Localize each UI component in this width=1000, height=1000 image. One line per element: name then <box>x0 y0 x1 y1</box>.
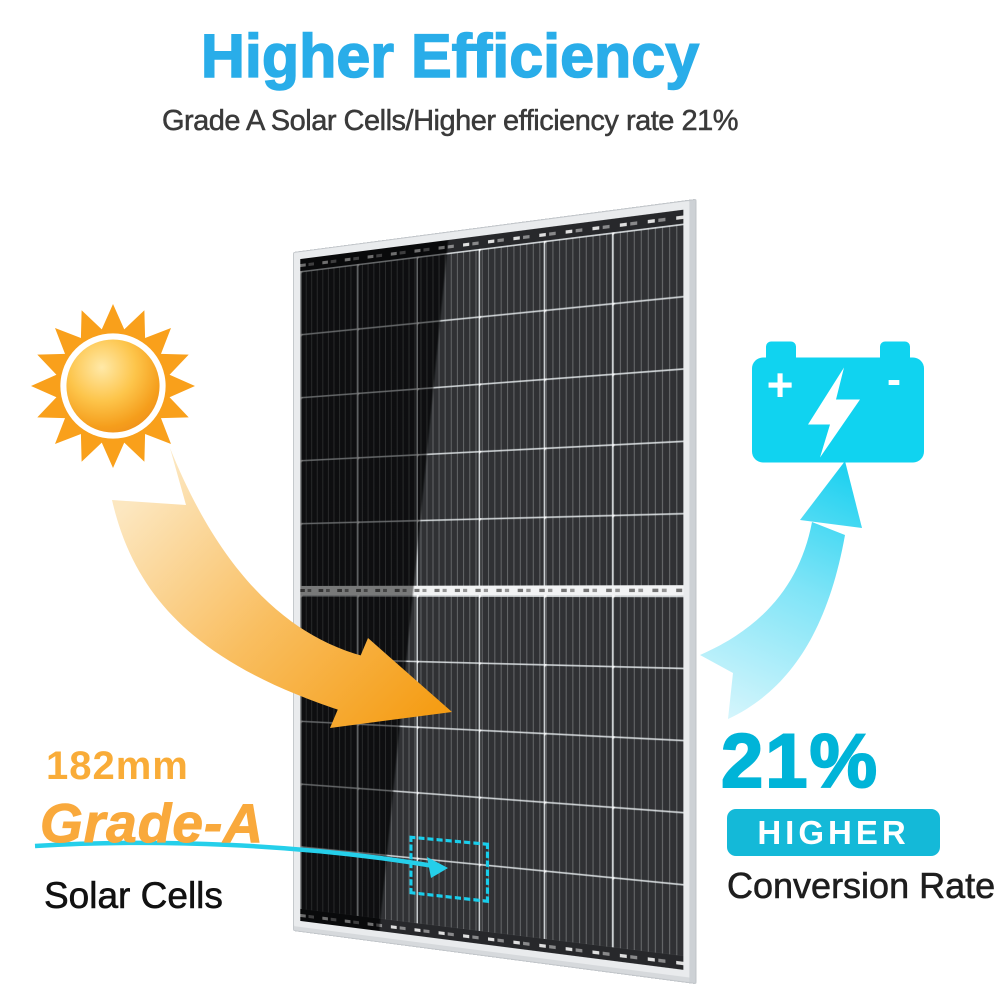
lightning-bolt-icon <box>808 367 860 458</box>
sun-disc <box>66 339 160 433</box>
header: Higher Efficiency Grade A Solar Cells/Hi… <box>0 22 900 138</box>
dashed-cell-box <box>409 835 490 904</box>
panel-lower-cells <box>300 594 684 957</box>
panel-frame <box>293 198 697 985</box>
cyan-curved-arrow <box>700 461 862 719</box>
solar-cells-label: Solar Cells <box>44 875 224 917</box>
higher-badge: HIGHER <box>727 809 940 856</box>
percent-value: 21% <box>720 719 880 804</box>
conversion-rate-label: Conversion Rate <box>727 865 996 907</box>
battery-positive-label: + <box>767 359 794 411</box>
battery-charge-icon: + - <box>752 341 924 463</box>
right-callout: 21% HIGHER Conversion Rate <box>720 723 996 907</box>
sun-icon <box>31 304 195 468</box>
left-callout: 182mm Grade-A Solar Cells <box>40 744 264 917</box>
cell-size-label: 182mm <box>46 744 189 788</box>
solar-panel <box>293 198 697 985</box>
panel-middle-seam <box>300 584 684 595</box>
page-title: Higher Efficiency <box>200 22 700 90</box>
panel-upper-cells <box>300 223 684 586</box>
battery-negative-label: - <box>887 356 901 403</box>
grade-label: Grade-A <box>40 792 264 855</box>
page-subtitle: Grade A Solar Cells/Higher efficiency ra… <box>161 105 739 138</box>
